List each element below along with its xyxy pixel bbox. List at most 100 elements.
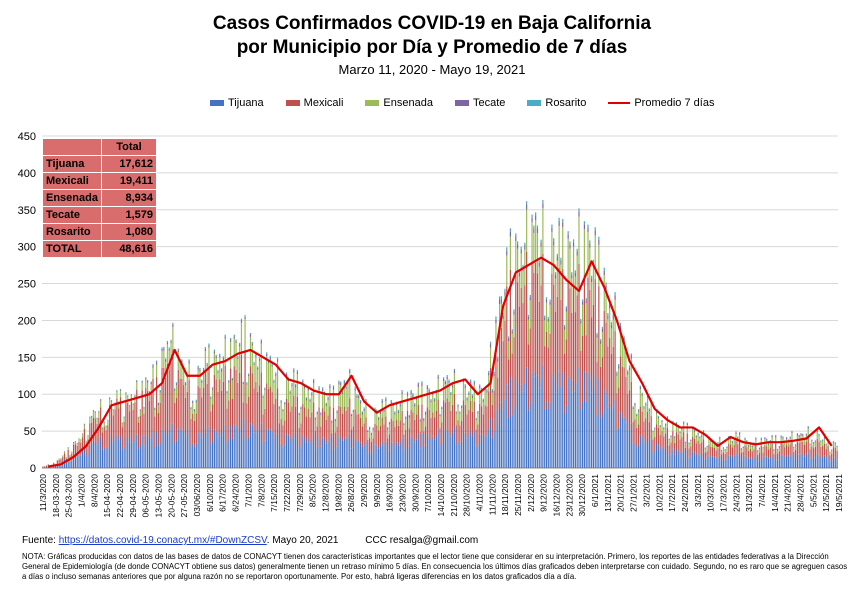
bar-tecate bbox=[668, 439, 670, 441]
bar-mexicali bbox=[475, 429, 477, 447]
bar-mexicali bbox=[572, 287, 575, 380]
bar-tecate bbox=[814, 440, 817, 442]
bar-tecate bbox=[601, 328, 604, 333]
bar-tijuana bbox=[572, 379, 575, 468]
bar-ensenada bbox=[428, 392, 430, 410]
bar-ensenada bbox=[603, 275, 605, 311]
bar-ensenada bbox=[511, 333, 513, 354]
bar-tijuana bbox=[823, 455, 826, 468]
bar-tijuana bbox=[643, 443, 645, 468]
x-tick-label: 10/2/2021 bbox=[654, 474, 664, 512]
bar-ensenada bbox=[748, 446, 750, 451]
bar-tijuana bbox=[273, 437, 275, 468]
bar-ensenada bbox=[199, 371, 201, 388]
bar-tecate bbox=[600, 341, 602, 344]
bar-tijuana bbox=[150, 437, 152, 468]
bar-tecate bbox=[253, 363, 255, 366]
bar-rosarito bbox=[148, 390, 150, 392]
bar-rosarito bbox=[285, 372, 288, 374]
source-link[interactable]: https://datos.covid-19.conacyt.mx/#DownZ… bbox=[58, 535, 267, 546]
bar-tecate bbox=[491, 390, 493, 393]
bar-tecate bbox=[331, 421, 333, 423]
bar-ensenada bbox=[65, 457, 67, 459]
bar-ensenada bbox=[320, 414, 322, 427]
bar-tijuana bbox=[731, 457, 734, 468]
bar-mexicali bbox=[183, 384, 185, 432]
bar-tijuana bbox=[655, 443, 658, 468]
bar-ensenada bbox=[596, 337, 598, 363]
bar-tecate bbox=[358, 395, 360, 399]
bar-ensenada bbox=[675, 424, 678, 433]
bar-rosarito bbox=[544, 315, 546, 318]
bar-mexicali bbox=[524, 285, 526, 384]
bar-ensenada bbox=[278, 408, 280, 424]
x-tick-label: 03/06/2020 bbox=[192, 474, 202, 517]
bar-ensenada bbox=[710, 442, 712, 447]
bar-mexicali bbox=[710, 446, 712, 457]
bar-mexicali bbox=[742, 451, 744, 460]
bar-mexicali bbox=[477, 424, 479, 445]
bar-rosarito bbox=[192, 400, 194, 402]
bar-rosarito bbox=[387, 427, 389, 429]
bar-mexicali bbox=[614, 331, 616, 400]
bar-tecate bbox=[639, 387, 641, 390]
bar-mexicali bbox=[314, 430, 317, 450]
bar-tijuana bbox=[580, 409, 582, 468]
bar-tijuana bbox=[141, 435, 143, 468]
bar-mexicali bbox=[802, 442, 804, 455]
bar-tecate bbox=[511, 330, 513, 334]
x-tick-label: 2/12/2020 bbox=[526, 474, 536, 512]
bar-rosarito bbox=[341, 390, 344, 393]
bar-tecate bbox=[137, 417, 140, 418]
bar-tecate bbox=[724, 449, 726, 451]
bar-rosarito bbox=[461, 405, 463, 407]
bar-mexicali bbox=[621, 366, 623, 418]
bar-mexicali bbox=[109, 404, 111, 438]
bar-tijuana bbox=[394, 446, 396, 468]
bar-ensenada bbox=[461, 408, 463, 421]
bar-mexicali bbox=[637, 424, 640, 445]
bar-tecate bbox=[300, 407, 302, 410]
bar-rosarito bbox=[172, 322, 174, 325]
bar-tecate bbox=[551, 227, 553, 233]
bar-tecate bbox=[110, 400, 113, 402]
bar-tecate bbox=[610, 324, 613, 329]
bar-mexicali bbox=[448, 401, 450, 432]
bar-rosarito bbox=[697, 432, 699, 434]
bar-tecate bbox=[408, 415, 410, 418]
bar-tecate bbox=[370, 433, 373, 435]
bar-mexicali bbox=[127, 402, 129, 439]
bar-ensenada bbox=[396, 405, 398, 421]
bar-ensenada bbox=[580, 323, 582, 351]
bar-rosarito bbox=[560, 257, 562, 261]
bar-tijuana bbox=[663, 450, 665, 468]
bar-tecate bbox=[174, 389, 176, 391]
bar-ensenada bbox=[309, 401, 311, 418]
bar-tijuana bbox=[235, 426, 237, 468]
bar-tijuana bbox=[282, 446, 284, 468]
bar-tecate bbox=[257, 367, 259, 370]
bar-rosarito bbox=[163, 346, 165, 349]
bar-mexicali bbox=[226, 408, 228, 444]
bar-ensenada bbox=[556, 260, 558, 297]
bar-ensenada bbox=[473, 384, 475, 402]
bar-ensenada bbox=[329, 388, 331, 407]
bar-tijuana bbox=[477, 444, 479, 468]
bar-mexicali bbox=[376, 425, 378, 446]
x-tick-label: 22-04-2020 bbox=[115, 474, 125, 518]
bar-tecate bbox=[591, 278, 593, 283]
bar-mexicali bbox=[323, 411, 326, 439]
bar-tijuana bbox=[524, 383, 526, 468]
bar-tijuana bbox=[266, 428, 268, 468]
bar-rosarito bbox=[446, 375, 448, 377]
bar-ensenada bbox=[545, 302, 548, 332]
bar-tijuana bbox=[374, 444, 376, 468]
bar-tijuana bbox=[372, 451, 374, 468]
bar-ensenada bbox=[533, 232, 535, 274]
bar-rosarito bbox=[592, 259, 595, 263]
bar-rosarito bbox=[452, 383, 454, 386]
bar-tijuana bbox=[318, 437, 320, 468]
bar-mexicali bbox=[672, 431, 674, 449]
bar-rosarito bbox=[123, 416, 125, 417]
bar-ensenada bbox=[704, 448, 706, 453]
